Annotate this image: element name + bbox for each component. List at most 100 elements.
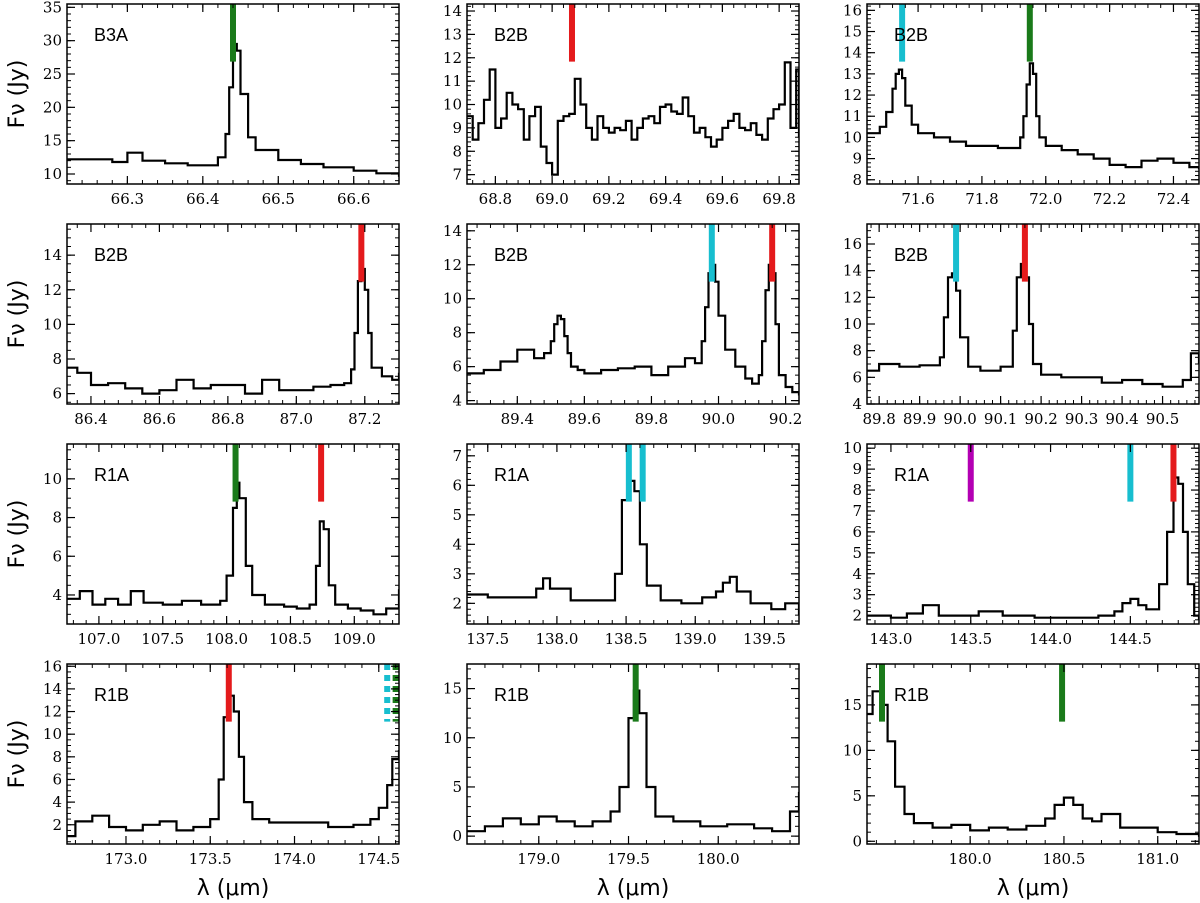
y-tick-label: 14 — [43, 246, 62, 264]
y-tick-label: 6 — [452, 358, 462, 376]
y-tick-label: 11 — [843, 107, 862, 125]
y-tick-label: 5 — [852, 544, 862, 562]
y-tick-label: 12 — [443, 256, 462, 274]
spectrum-line — [467, 61, 799, 176]
x-tick-label: 138.5 — [605, 630, 648, 648]
y-tick-label: 15 — [43, 132, 62, 150]
panel-7: 107.0 107.5 108.0 108.5 109.0 4 6 8 10 R1A — [43, 443, 400, 648]
y-tick-label: 7 — [452, 166, 462, 184]
x-tick-label: 144.0 — [1029, 630, 1072, 648]
spectrum-line — [67, 42, 399, 177]
y-tick-label: 6 — [452, 476, 462, 494]
x-tick-label: 90.2 — [1024, 410, 1057, 428]
x-tick-label: 143.0 — [869, 630, 912, 648]
y-tick-label: 9 — [852, 460, 862, 478]
y-tick-label: 4 — [52, 793, 62, 811]
y-tick-label: 14 — [443, 222, 462, 240]
y-tick-label: 0 — [852, 832, 862, 850]
x-tick-label: 69.6 — [706, 190, 739, 208]
x-axis-title: λ (μm) — [597, 876, 670, 901]
panel-label: R1B — [94, 685, 129, 705]
x-tick-label: 66.4 — [186, 190, 219, 208]
x-tick-label: 90.0 — [702, 410, 735, 428]
x-tick-label: 66.6 — [337, 190, 370, 208]
x-tick-label: 90.4 — [1105, 410, 1138, 428]
x-tick-label: 89.9 — [903, 410, 936, 428]
x-tick-label: 89.6 — [568, 410, 601, 428]
y-tick-label: 16 — [843, 1, 862, 19]
spectrum-line — [867, 690, 1199, 837]
y-tick-label: 8 — [452, 142, 462, 160]
y-tick-label: 8 — [52, 509, 62, 527]
y-axis-title: Fν (Jy) — [5, 500, 30, 569]
x-tick-label: 89.4 — [501, 410, 534, 428]
x-tick-label: 180.0 — [697, 850, 740, 868]
y-tick-label: 8 — [852, 342, 862, 360]
x-tick-label: 72.2 — [1093, 190, 1126, 208]
y-tick-label: 2 — [52, 816, 62, 834]
y-tick-label: 12 — [843, 288, 862, 306]
axes-frame — [866, 443, 1200, 625]
panel-label: B2B — [894, 245, 928, 265]
x-tick-label: 139.0 — [674, 630, 717, 648]
x-tick-label: 89.8 — [635, 410, 668, 428]
x-tick-label: 69.2 — [592, 190, 625, 208]
y-axis-title: Fν (Jy) — [5, 280, 30, 349]
x-tick-label: 87.2 — [348, 410, 381, 428]
y-tick-label: 5 — [452, 506, 462, 524]
y-tick-label: 3 — [452, 565, 462, 583]
y-tick-label: 7 — [452, 447, 462, 465]
y-tick-label: 4 — [452, 535, 462, 553]
y-tick-label: 12 — [43, 703, 62, 721]
y-tick-label: 4 — [852, 395, 862, 413]
y-tick-label: 8 — [852, 481, 862, 499]
x-tick-label: 69.8 — [762, 190, 795, 208]
panel-label: B2B — [494, 25, 528, 45]
spectrum-line — [867, 62, 1199, 170]
y-tick-label: 10 — [443, 729, 462, 747]
panel-label: R1B — [494, 685, 529, 705]
x-tick-label: 144.5 — [1109, 630, 1152, 648]
spectrum-line — [67, 267, 399, 395]
y-tick-label: 10 — [443, 96, 462, 114]
x-tick-label: 66.3 — [111, 190, 144, 208]
y-tick-label: 9 — [852, 150, 862, 168]
y-tick-label: 16 — [843, 235, 862, 253]
axes-frame — [66, 663, 400, 845]
panel-label: B2B — [494, 245, 528, 265]
x-tick-label: 87.0 — [280, 410, 313, 428]
y-tick-label: 4 — [852, 565, 862, 583]
y-tick-label: 0 — [452, 827, 462, 845]
panel-5: 89.4 89.6 89.8 90.0 90.2 4 6 8 10 12 14 B2B — [443, 222, 802, 428]
x-tick-label: 138.0 — [535, 630, 578, 648]
x-axis-title: λ (μm) — [997, 876, 1070, 901]
y-tick-label: 14 — [843, 44, 862, 62]
panel-label: B2B — [94, 245, 128, 265]
y-tick-label: 25 — [43, 65, 62, 83]
x-axis-titles: λ (μm) λ (μm) λ (μm) — [197, 876, 1070, 901]
y-tick-label: 6 — [852, 523, 862, 541]
y-tick-label: 4 — [52, 586, 62, 604]
y-tick-label: 2 — [852, 607, 862, 625]
x-tick-label: 173.0 — [105, 850, 148, 868]
y-tick-label: 5 — [452, 778, 462, 796]
x-tick-label: 90.3 — [1065, 410, 1098, 428]
y-tick-label: 10 — [443, 290, 462, 308]
y-tick-label: 13 — [443, 25, 462, 43]
y-tick-label: 14 — [443, 2, 462, 20]
y-tick-label: 6 — [52, 770, 62, 788]
x-tick-label: 173.5 — [189, 850, 232, 868]
y-tick-label: 16 — [43, 657, 62, 675]
x-tick-label: 86.4 — [74, 410, 107, 428]
x-tick-label: 89.8 — [862, 410, 895, 428]
y-tick-label: 4 — [452, 392, 462, 410]
y-tick-label: 30 — [43, 32, 62, 50]
x-tick-label: 109.0 — [333, 630, 376, 648]
y-tick-label: 10 — [843, 439, 862, 457]
axes-frame — [66, 443, 400, 625]
spectrum-line — [467, 479, 799, 616]
y-tick-label: 9 — [452, 119, 462, 137]
y-tick-label: 10 — [843, 741, 862, 759]
